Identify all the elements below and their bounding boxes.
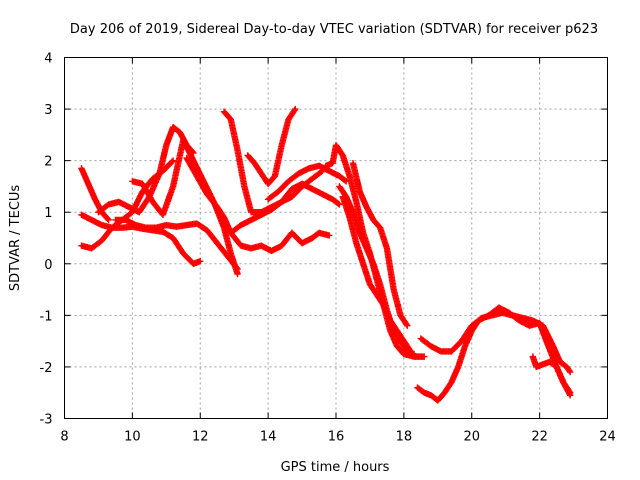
x-tick-label: 22 — [531, 430, 548, 445]
chart-title: Day 206 of 2019, Sidereal Day-to-day VTE… — [70, 22, 598, 37]
data-layer — [78, 105, 574, 404]
y-tick-label: -3 — [40, 413, 53, 428]
series-markers — [227, 180, 343, 237]
series-track-4 — [95, 123, 197, 216]
y-tick-label: 0 — [44, 258, 52, 273]
series-markers — [95, 123, 197, 216]
series-markers — [244, 105, 299, 188]
series-track-15 — [349, 160, 411, 329]
series-markers — [112, 216, 241, 273]
series-track-10 — [244, 105, 299, 188]
x-tick-label: 18 — [396, 430, 413, 445]
series-markers — [264, 162, 350, 203]
x-tick-label: 14 — [260, 430, 277, 445]
series-track-5 — [112, 216, 241, 273]
y-tick-label: 3 — [44, 103, 52, 118]
series-markers — [220, 108, 326, 216]
y-tick-label: -1 — [40, 309, 53, 324]
x-tick-label: 16 — [328, 430, 345, 445]
series-track-14 — [339, 193, 414, 355]
x-tick-label: 12 — [192, 430, 209, 445]
series-track-11 — [264, 162, 350, 203]
series-markers — [78, 211, 204, 267]
series-markers — [349, 160, 411, 329]
y-axis-label: SDTVAR / TECUs — [8, 185, 23, 292]
series-markers — [529, 353, 574, 396]
x-tick-label: 24 — [599, 430, 616, 445]
x-axis-label: GPS time / hours — [281, 460, 390, 475]
grid-layer — [64, 57, 608, 419]
series-track-9 — [227, 180, 343, 237]
y-tick-label: 4 — [44, 52, 52, 67]
series-track-18 — [529, 353, 574, 396]
y-tick-label: -2 — [40, 361, 53, 376]
y-tick-label: 1 — [44, 206, 52, 221]
x-tick-label: 10 — [124, 430, 141, 445]
series-markers — [414, 304, 574, 404]
y-tick-label: 2 — [44, 155, 52, 170]
series-track-7 — [183, 154, 333, 255]
series-track-8 — [220, 108, 326, 216]
x-tick-label: 8 — [60, 430, 68, 445]
series-track-2 — [78, 211, 204, 267]
x-tick-label: 20 — [463, 430, 480, 445]
series-track-17 — [414, 304, 574, 404]
series-markers — [183, 154, 333, 255]
series-markers — [339, 193, 414, 355]
